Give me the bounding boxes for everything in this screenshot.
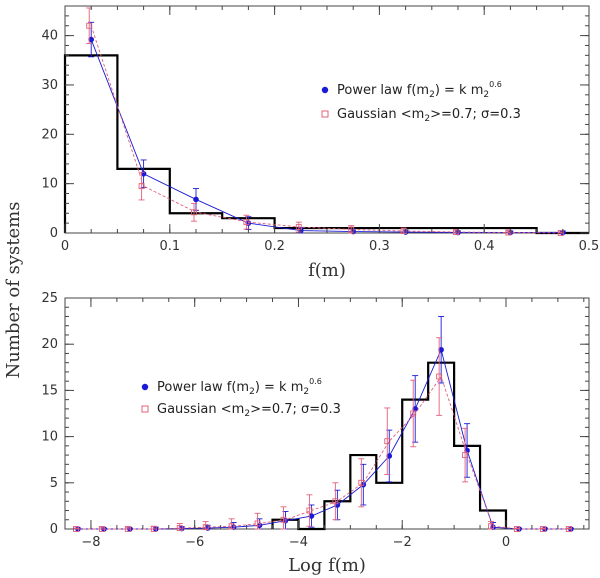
gaussian-point — [436, 373, 443, 380]
gaussian-point — [332, 498, 339, 505]
x-tick-label: 0.3 — [369, 239, 390, 254]
gaussian-point — [86, 22, 93, 29]
gaussian-point — [384, 438, 391, 445]
top-panel: 0 0.1 0.2 0.3 0.4 0.5 0 10 20 30 40 f(m) Power law… — [41, 5, 600, 281]
power-law-point — [360, 481, 367, 488]
histogram-steps — [271, 361, 508, 531]
power-law-point — [88, 36, 94, 43]
gaussian-point — [228, 523, 235, 530]
gaussian-point — [191, 209, 197, 216]
y-tick-label: 20 — [41, 127, 58, 142]
power-law-point — [412, 406, 418, 412]
y-tick-label: 0 — [50, 522, 58, 537]
histogram-bin — [376, 483, 402, 529]
gaussian-point — [138, 183, 145, 190]
x-tick-label: 0 — [502, 535, 510, 550]
x-tick-label: 0.4 — [474, 239, 495, 254]
y-tick-label: 10 — [41, 430, 58, 445]
top-legend-power-text: Power law f(m2) = k m20.6 — [337, 80, 502, 100]
bottom-legend: Power law f(m2) = k m20.6 Gaussian <m2>=… — [141, 377, 341, 419]
y-tick-label: 25 — [41, 291, 58, 306]
histogram-bin — [65, 55, 117, 233]
gaussian-point — [202, 524, 209, 531]
x-tick-label: −6 — [185, 535, 204, 550]
gaussian-point — [462, 452, 469, 459]
histogram-bin — [428, 363, 454, 529]
y-tick-label: 5 — [50, 476, 58, 491]
gaussian-point — [98, 526, 105, 532]
bottom-x-axis-label: Log f(m) — [288, 555, 366, 576]
gaussian-point — [254, 520, 261, 527]
gaussian-point — [150, 526, 157, 532]
top-legend-gaussian-marker — [321, 110, 329, 118]
x-tick-label: 0.1 — [159, 239, 180, 254]
gaussian-point — [488, 523, 494, 530]
y-tick-label: 20 — [41, 337, 58, 352]
gaussian-point — [124, 526, 131, 532]
y-tick-label: 0 — [50, 226, 58, 241]
gaussian-point — [176, 525, 183, 532]
x-tick-label: −8 — [81, 535, 100, 550]
x-tick-label: 0 — [61, 239, 69, 254]
top-legend: Power law f(m2) = k m20.6 Gaussian <m2>=… — [321, 80, 521, 124]
gaussian-point — [514, 526, 520, 532]
y-tick-label: 15 — [41, 383, 58, 398]
gaussian-point — [295, 224, 302, 231]
gaussian-point — [358, 479, 365, 486]
histogram-steps — [63, 54, 589, 235]
y-axis-label: Number of systems — [3, 202, 24, 379]
power-law-point — [193, 196, 199, 203]
top-legend-gaussian-text: Gaussian <m2>=0.7; σ=0.3 — [337, 107, 521, 124]
bottom-panel: −8 −6 −4 −2 0 0 5 10 15 20 25 Log f(m) Power law f… — [41, 291, 590, 576]
power-law-point — [386, 453, 393, 459]
bottom-legend-gaussian-marker — [141, 405, 149, 413]
power-law-point — [438, 346, 444, 353]
x-tick-label: 0.2 — [264, 239, 285, 254]
power-law-point — [178, 525, 185, 532]
x-tick-label: 0.5 — [579, 239, 600, 254]
y-tick-label: 30 — [41, 78, 58, 93]
bottom-panel-frame — [64, 297, 590, 530]
top-legend-power-marker — [321, 86, 329, 94]
top-x-axis-label: f(m) — [308, 260, 346, 281]
bottom-legend-power-text: Power law f(m2) = k m20.6 — [157, 377, 322, 397]
bottom-legend-power-marker — [141, 383, 149, 391]
gaussian-point — [306, 507, 313, 514]
gaussian-point — [243, 219, 250, 226]
gaussian-point — [565, 526, 572, 532]
gaussian-point — [410, 410, 417, 417]
y-tick-label: 40 — [41, 29, 58, 44]
y-tick-label: 10 — [41, 177, 58, 192]
gaussian-line — [77, 375, 571, 530]
gaussian-point — [539, 526, 546, 532]
power-law-point — [308, 513, 315, 519]
gaussian-point — [280, 516, 287, 523]
x-tick-label: −2 — [393, 535, 412, 550]
bottom-legend-gaussian-text: Gaussian <m2>=0.7; σ=0.3 — [157, 402, 341, 419]
x-tick-label: −4 — [289, 535, 308, 550]
